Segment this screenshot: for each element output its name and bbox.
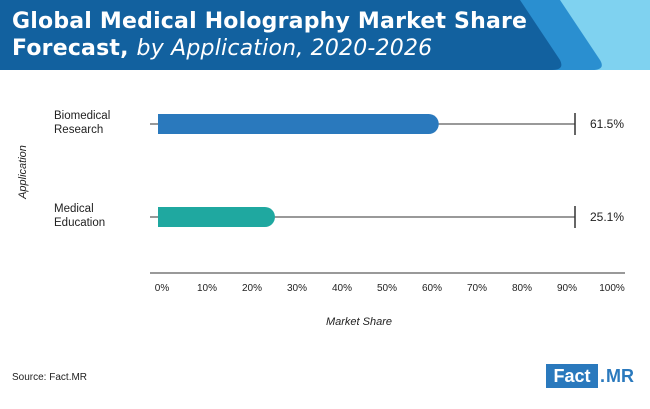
source-note: Source: Fact.MR (12, 372, 88, 383)
y-axis-title: Application (17, 145, 29, 200)
category-label: Medical (54, 203, 94, 215)
title-line-2-italic: by Application, 2020-2026 (136, 36, 433, 61)
x-tick-label: 40% (332, 283, 352, 294)
logo-mr: MR (606, 366, 634, 386)
x-tick-label: 10% (197, 283, 217, 294)
category-label: Research (54, 124, 103, 136)
x-tick-label: 60% (422, 283, 442, 294)
x-tick-label: 0% (155, 283, 170, 294)
logo-fact: Fact (546, 364, 598, 388)
value-label: 25.1% (590, 210, 624, 224)
bar (158, 114, 439, 134)
category-label: Biomedical (54, 110, 110, 122)
x-tick-label: 80% (512, 283, 532, 294)
bar-chart: 0% 10% 20% 30% 40% 50% 60% 70% 80% 90% 100% Market … (17, 110, 625, 328)
header-banner: Global Medical Holography Market Share F… (0, 0, 650, 78)
x-tick-label: 90% (557, 283, 577, 294)
factmr-logo: Fact . MR (546, 364, 638, 388)
title-line-1: Global Medical Holography Market Share (12, 9, 528, 34)
title-line-2: Forecast, by Application, 2020-2026 (12, 35, 527, 62)
title-line-2-bold: Forecast, (12, 36, 129, 61)
x-axis-title: Market Share (326, 316, 392, 328)
x-tick-label: 100% (599, 283, 625, 294)
x-tick-label: 30% (287, 283, 307, 294)
chart-title: Global Medical Holography Market Share F… (12, 8, 527, 62)
header-background (0, 0, 650, 70)
x-tick-label: 50% (377, 283, 397, 294)
bar (158, 207, 275, 227)
value-label: 61.5% (590, 117, 624, 131)
x-tick-label: 20% (242, 283, 262, 294)
logo-dot: . (600, 366, 606, 386)
category-label: Education (54, 217, 105, 229)
x-tick-label: 70% (467, 283, 487, 294)
